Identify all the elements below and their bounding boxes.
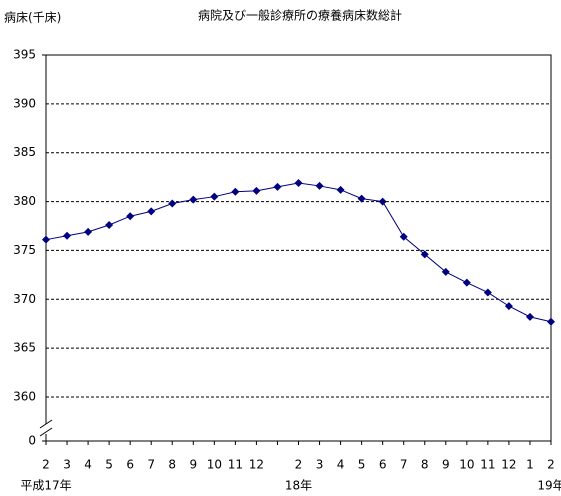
axis-break-gap (40, 424, 52, 434)
x-tick-label: 10 (459, 458, 474, 472)
y-axis-label: 病床(千床) (4, 10, 61, 25)
data-point (378, 197, 387, 206)
data-point (336, 185, 345, 194)
x-tick-label: 4 (84, 458, 92, 472)
data-point (231, 187, 240, 196)
x-tick-label: 8 (421, 458, 429, 472)
data-point (525, 312, 534, 321)
x-tick-label: 6 (379, 458, 387, 472)
data-point (483, 288, 492, 297)
chart-title: 病院及び一般診療所の療養病床数総計 (198, 8, 402, 23)
data-point (357, 194, 366, 203)
data-point (147, 207, 156, 216)
data-point (273, 182, 282, 191)
x-tick-label: 7 (400, 458, 408, 472)
x-tick-label: 7 (147, 458, 155, 472)
y-tick-label: 370 (13, 292, 36, 306)
data-point (420, 250, 429, 259)
data-point (441, 267, 450, 276)
x-tick-label: 5 (105, 458, 113, 472)
x-tick-label: 4 (337, 458, 345, 472)
data-point (63, 231, 72, 240)
data-point (84, 227, 93, 236)
axis-break (39, 427, 53, 437)
y-tick-label: 395 (13, 48, 36, 62)
x-tick-label: 11 (480, 458, 495, 472)
series-line (45, 182, 552, 323)
plot-frame (45, 54, 552, 442)
year-label: 18年 (285, 479, 312, 493)
data-point (547, 317, 555, 326)
data-point (504, 302, 513, 311)
y-tick-label: 385 (13, 145, 36, 159)
year-label: 平成17年 (20, 479, 71, 493)
y-tick-label: 390 (13, 96, 36, 110)
data-point (294, 179, 303, 188)
y-tick-label: 380 (13, 194, 36, 208)
x-tick-label: 5 (358, 458, 366, 472)
data-point (462, 278, 471, 287)
data-point (210, 192, 219, 201)
x-tick-label: 2 (42, 458, 50, 472)
x-tick-label: 12 (249, 458, 264, 472)
x-tick-label: 3 (316, 458, 324, 472)
x-tick-label: 11 (228, 458, 243, 472)
x-tick-label: 12 (501, 458, 516, 472)
data-point (126, 212, 135, 221)
x-tick-label: 9 (189, 458, 197, 472)
y-tick-label: 375 (13, 243, 36, 257)
year-label: 19年 (537, 479, 561, 493)
data-point (399, 232, 408, 241)
data-point (42, 235, 50, 244)
y-tick-label: 360 (13, 390, 36, 404)
x-tick-label: 3 (63, 458, 71, 472)
data-point (252, 186, 261, 195)
x-tick-label: 10 (207, 458, 222, 472)
axis-break (39, 419, 53, 429)
y-tick-label: 0 (28, 434, 36, 448)
data-point (315, 181, 324, 190)
data-point (168, 199, 177, 208)
data-point (105, 221, 114, 230)
x-tick-label: 2 (295, 458, 303, 472)
x-tick-label: 1 (526, 458, 534, 472)
x-tick-label: 9 (442, 458, 450, 472)
x-tick-label: 8 (168, 458, 176, 472)
y-tick-label: 365 (13, 341, 36, 355)
x-tick-label: 6 (126, 458, 134, 472)
x-tick-label: 2 (547, 458, 555, 472)
data-point (189, 195, 198, 204)
